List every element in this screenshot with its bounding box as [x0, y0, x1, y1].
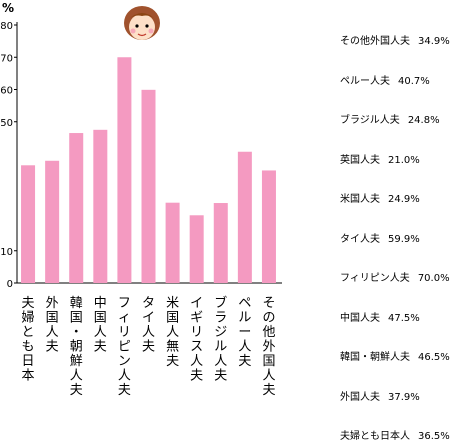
x-tick-label: ブラジル人夫: [214, 295, 227, 384]
legend-item-label: タイ人夫: [340, 233, 380, 245]
bar: [213, 203, 228, 283]
x-tick-label: 中国人夫: [94, 296, 107, 355]
legend-item-value: 47.5%: [388, 312, 420, 324]
legend-item-value: 40.7%: [398, 75, 430, 87]
bar-chart: % 0 10 50 60 70 80 夫婦とも日本外国人夫韓国・朝鮮人夫中国人夫フィリピン人…: [0, 1, 282, 398]
girl-face-icon: [122, 4, 162, 44]
legend-item-label: フィリピン人夫: [340, 273, 410, 284]
legend-item: 米国人夫 24.9%: [340, 190, 420, 205]
legend-item-value: 21.0%: [388, 154, 420, 166]
bar: [45, 160, 60, 283]
bar: [117, 57, 132, 283]
legend-item: フィリピン人夫 70.0%: [340, 269, 450, 284]
legend-item: 夫婦とも日本人 36.5%: [340, 427, 450, 442]
legend-item: 外国人夫 37.9%: [340, 388, 420, 403]
legend-item-value: 59.9%: [388, 233, 420, 245]
legend-item-label: ブラジル人夫: [340, 115, 400, 126]
x-tick-label: 米国人無夫: [166, 296, 179, 369]
legend: その他外国人夫 34.9% ペルー人夫 40.7% ブラジル人夫 24.8% 英国人夫 21.…: [340, 0, 474, 442]
x-tick-label: イギリス人夫: [190, 296, 203, 384]
x-tick-label: 夫婦とも日本: [22, 296, 35, 384]
bar: [141, 89, 156, 283]
legend-item-value: 37.9%: [388, 391, 420, 403]
legend-item: ペルー人夫 40.7%: [340, 72, 430, 87]
bar: [93, 129, 108, 283]
x-tick-label: ペルー人夫: [238, 296, 251, 369]
legend-item: ブラジル人夫 24.8%: [340, 111, 440, 126]
legend-item-label: 外国人夫: [340, 391, 380, 403]
legend-item-value: 34.9%: [418, 36, 450, 47]
legend-item-label: 米国人夫: [340, 194, 380, 205]
legend-item: その他外国人夫 34.9%: [340, 32, 450, 47]
x-tick-label: フィリピン人夫: [118, 296, 131, 398]
bars: [21, 57, 276, 283]
bar: [69, 133, 84, 283]
legend-item-value: 70.0%: [417, 273, 450, 284]
bar: [189, 215, 204, 283]
legend-item-label: その他外国人夫: [340, 36, 410, 47]
legend-item: 中国人夫 47.5%: [340, 309, 420, 324]
x-tick-label: 韓国・朝鮮人夫: [70, 296, 83, 398]
legend-item-label: 夫婦とも日本人: [340, 431, 410, 442]
x-axis-labels: 夫婦とも日本外国人夫韓国・朝鮮人夫中国人夫フィリピン人夫タイ人夫米国人無夫イギリ…: [22, 295, 276, 398]
x-tick-label: 外国人夫: [46, 296, 59, 355]
legend-item-value: 36.5%: [418, 431, 450, 442]
legend-item-label: ペルー人夫: [340, 75, 390, 87]
legend-item-label: 韓国・朝鮮人夫: [340, 352, 410, 363]
y-tick-label: 80: [0, 21, 13, 32]
y-tick-label: 0: [7, 279, 13, 290]
legend-item: タイ人夫 59.9%: [340, 230, 420, 245]
legend-item-label: 中国人夫: [340, 312, 380, 324]
legend-item: 韓国・朝鮮人夫 46.5%: [340, 348, 450, 363]
y-tick-label: 10: [0, 247, 13, 258]
bar: [261, 170, 276, 283]
legend-item: 英国人夫 21.0%: [340, 151, 420, 166]
bar: [21, 165, 36, 283]
y-tick-label: 70: [0, 53, 13, 64]
bar: [165, 202, 180, 283]
legend-item-value: 24.8%: [407, 115, 440, 126]
legend-item-label: 英国人夫: [340, 154, 380, 166]
y-tick-label: 60: [0, 86, 13, 97]
legend-item-value: 24.9%: [388, 194, 420, 205]
x-tick-label: その他外国人夫: [262, 296, 275, 398]
y-tick-label: 50: [0, 118, 13, 129]
x-tick-label: タイ人夫: [142, 296, 155, 355]
y-axis-unit-label: %: [2, 1, 14, 15]
bar: [237, 151, 252, 283]
legend-item-value: 46.5%: [418, 352, 450, 363]
